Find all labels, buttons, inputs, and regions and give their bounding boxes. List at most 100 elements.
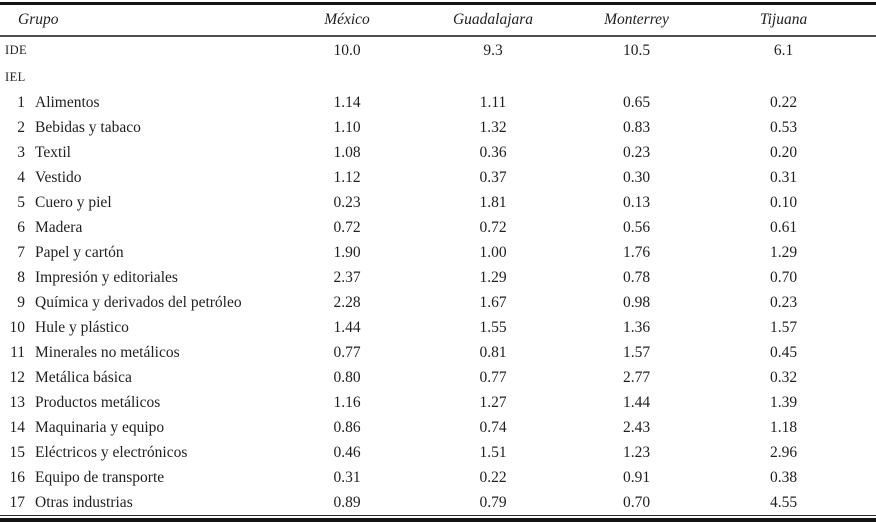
row-value-monterrey: 1.36 [622, 318, 651, 336]
row-industry-name: Cuero y piel [35, 193, 112, 211]
row-value-guadalajara: 1.67 [479, 293, 507, 311]
row-value-guadalajara: 0.72 [479, 218, 507, 236]
row-number: 9 [17, 293, 25, 311]
table-row: 8 Impresión y editoriales 2.37 1.29 0.78… [0, 265, 876, 290]
row-industry-name: Minerales no metálicos [35, 343, 180, 361]
row-industry-name: Hule y plástico [35, 318, 129, 336]
row-value-guadalajara: 1.81 [479, 193, 507, 211]
row-number: 17 [9, 493, 26, 511]
row-number: 1 [17, 93, 25, 111]
row-industry-name: Química y derivados del petróleo [35, 293, 242, 311]
row-value-monterrey: 0.78 [622, 268, 651, 286]
row-value-monterrey: 1.44 [622, 393, 651, 411]
row-value-tijuana: 2.96 [769, 443, 798, 461]
row-number: 12 [9, 368, 26, 386]
row-value-monterrey: 0.23 [622, 143, 651, 161]
row-value-monterrey: 0.13 [622, 193, 651, 211]
row-value-tijuana: 0.23 [769, 293, 798, 311]
table-row: 10 Hule y plástico 1.44 1.55 1.36 1.57 [0, 315, 876, 340]
row-industry-name: Otras industrias [35, 493, 133, 511]
column-header-monterrey: Monterrey [565, 3, 709, 37]
row-value-guadalajara: 1.32 [479, 118, 507, 136]
row-value-guadalajara: 0.79 [479, 493, 507, 511]
row-value-tijuana: 0.20 [769, 143, 798, 161]
ide-value-tijuana: 6.1 [773, 41, 794, 59]
iel-value-mexico [273, 64, 421, 90]
row-value-mexico: 1.14 [333, 93, 361, 111]
row-value-tijuana: 0.31 [769, 168, 798, 186]
iel-value-monterrey [565, 64, 708, 90]
row-value-guadalajara: 0.22 [479, 468, 507, 486]
row-value-mexico: 0.86 [333, 418, 361, 436]
iel-label: IEL [5, 69, 26, 84]
row-value-mexico: 0.77 [333, 343, 361, 361]
row-value-monterrey: 1.23 [622, 443, 651, 461]
row-number: 4 [17, 168, 25, 186]
row-value-mexico: 1.10 [333, 118, 361, 136]
row-value-tijuana: 1.57 [769, 318, 798, 336]
row-value-tijuana: 0.61 [769, 218, 798, 236]
row-value-tijuana: 0.10 [769, 193, 798, 211]
table-row: 7 Papel y cartón 1.90 1.00 1.76 1.29 [0, 240, 876, 265]
row-number: 16 [9, 468, 26, 486]
iel-value-tijuana [708, 64, 876, 90]
row-value-tijuana: 0.32 [769, 368, 798, 386]
table-row: 15 Eléctricos y electrónicos 0.46 1.51 1… [0, 440, 876, 465]
row-value-mexico: 2.28 [333, 293, 361, 311]
table-row: 16 Equipo de transporte 0.31 0.22 0.91 0… [0, 465, 876, 490]
row-industry-name: Productos metálicos [35, 393, 161, 411]
row-value-monterrey: 0.91 [622, 468, 651, 486]
table-row: 17 Otras industrias 0.89 0.79 0.70 4.55 [0, 490, 876, 516]
row-industry-name: Textil [35, 143, 71, 161]
row-value-guadalajara: 1.51 [479, 443, 507, 461]
table-row: 2 Bebidas y tabaco 1.10 1.32 0.83 0.53 [0, 115, 876, 140]
ide-value-monterrey: 10.5 [622, 41, 651, 59]
row-value-tijuana: 1.18 [769, 418, 798, 436]
row-value-mexico: 0.31 [333, 468, 361, 486]
table-row: 14 Maquinaria y equipo 0.86 0.74 2.43 1.… [0, 415, 876, 440]
row-number: 11 [10, 343, 25, 361]
row-number: 8 [17, 268, 25, 286]
row-number: 2 [17, 118, 25, 136]
row-value-mexico: 0.89 [333, 493, 361, 511]
row-value-mexico: 1.16 [333, 393, 361, 411]
table-row: 9 Química y derivados del petróleo 2.28 … [0, 290, 876, 315]
row-value-guadalajara: 0.81 [479, 343, 507, 361]
row-value-mexico: 2.37 [333, 268, 361, 286]
row-value-mexico: 1.44 [333, 318, 361, 336]
row-number: 5 [17, 193, 25, 211]
row-value-mexico: 1.12 [333, 168, 361, 186]
row-number: 6 [17, 218, 25, 236]
row-industry-name: Eléctricos y electrónicos [35, 443, 188, 461]
row-value-tijuana: 1.29 [769, 243, 798, 261]
column-header-mexico: México [273, 3, 422, 37]
row-value-tijuana: 0.53 [769, 118, 798, 136]
row-value-monterrey: 0.56 [622, 218, 651, 236]
row-number: 15 [9, 443, 26, 461]
table-row: 3 Textil 1.08 0.36 0.23 0.20 [0, 140, 876, 165]
row-value-monterrey: 2.77 [622, 368, 651, 386]
row-value-mexico: 0.46 [333, 443, 361, 461]
row-value-mexico: 0.80 [333, 368, 361, 386]
row-industry-name: Papel y cartón [35, 243, 124, 261]
row-value-guadalajara: 1.00 [479, 243, 507, 261]
ide-value-mexico: 10.0 [333, 41, 361, 59]
table-row: 11 Minerales no metálicos 0.77 0.81 1.57… [0, 340, 876, 365]
row-value-guadalajara: 0.74 [479, 418, 507, 436]
row-number: 7 [17, 243, 25, 261]
row-value-tijuana: 4.55 [769, 493, 798, 511]
row-industry-name: Vestido [35, 168, 82, 186]
row-value-monterrey: 0.83 [622, 118, 651, 136]
row-value-monterrey: 1.76 [622, 243, 651, 261]
ide-value-guadalajara: 9.3 [483, 41, 503, 59]
table-row: 5 Cuero y piel 0.23 1.81 0.13 0.10 [0, 190, 876, 215]
ide-label: IDE [5, 43, 28, 58]
row-value-guadalajara: 1.27 [479, 393, 507, 411]
header-row: Grupo México Guadalajara Monterrey Tijua… [0, 3, 876, 37]
iel-value-guadalajara [421, 64, 565, 90]
row-industry-name: Metálica básica [35, 368, 132, 386]
row-value-monterrey: 1.57 [622, 343, 651, 361]
iel-row: IEL [0, 64, 876, 90]
